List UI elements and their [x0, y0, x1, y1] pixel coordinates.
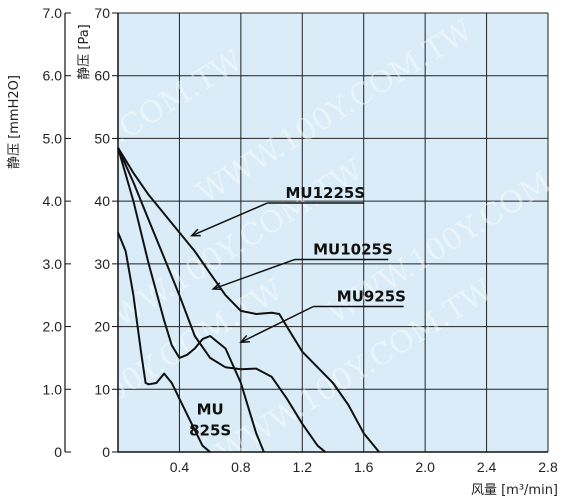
x-tick-label: 1.6	[354, 459, 374, 475]
label-leader	[212, 258, 296, 290]
y-tick-label-mmh2o: 7.0	[43, 5, 63, 21]
y-tick-label-pa: 60	[94, 68, 110, 84]
y-axis-title-left-text: 静压 [mmH2O]	[7, 75, 22, 169]
x-tick-label: 0.8	[231, 459, 251, 475]
axes: 0.4 0.8 1.2 1.6 2.0 2.4 2.8 0 10 20 30 40 50 60 70 0 1.0…	[43, 5, 558, 475]
x-tick-label: 2.4	[477, 459, 497, 475]
y-tick-label-mmh2o: 5.0	[43, 130, 63, 146]
series-label-mu925s: MU925S	[337, 287, 406, 305]
y-tick-label-pa: 10	[94, 381, 110, 397]
y-tick-label-mmh2o: 4.0	[43, 193, 63, 209]
y-tick-label-pa: 50	[94, 130, 110, 146]
label-leader	[191, 202, 268, 237]
x-tick-label: 2.0	[415, 459, 435, 475]
series-label-mu825s-line: MU	[197, 400, 224, 418]
x-tick-label: 0.4	[170, 459, 190, 475]
y-tick-label-mmh2o: 6.0	[43, 68, 63, 84]
label-arrowhead	[189, 228, 201, 237]
y-axis-title-left: 静压 [mmH2O]	[7, 75, 22, 169]
series-label-mu825s-line: 825S	[189, 421, 231, 439]
series-line-mu825s	[117, 232, 211, 453]
series-label-mu1025s: MU1025S	[313, 240, 393, 258]
series-line-mu1025s	[117, 147, 326, 453]
x-tick-label: 2.8	[538, 459, 558, 475]
x-axis-title: 风量 [m³/min]	[471, 483, 558, 498]
y-tick-label-pa: 70	[94, 5, 110, 21]
y-tick-label-pa: 20	[94, 319, 110, 335]
y-tick-label-pa: 30	[94, 256, 110, 272]
y-tick-label-pa: 0	[102, 444, 110, 460]
series-labels: MU1225S MU1025S MU925S MU 825S	[189, 184, 406, 439]
series-lines	[117, 147, 380, 453]
plot-area	[118, 13, 548, 452]
y-tick-label-mmh2o: 1.0	[43, 381, 63, 397]
label-leader	[240, 305, 314, 343]
y-tick-label-mmh2o: 0	[54, 444, 62, 460]
label-arrowhead	[239, 334, 250, 344]
y-axis-title-right-text: 静压 [Pa]	[77, 24, 92, 80]
y-tick-label-mmh2o: 2.0	[43, 319, 63, 335]
y-axis-title-right: 静压 [Pa]	[77, 24, 92, 80]
series-line-mu925s	[117, 147, 265, 453]
y-tick-label-mmh2o: 3.0	[43, 256, 63, 272]
series-label-mu1225s: MU1225S	[285, 184, 365, 202]
x-tick-label: 1.2	[293, 459, 313, 475]
label-arrowhead	[211, 282, 223, 291]
y-tick-label-pa: 40	[94, 193, 110, 209]
grid-lines	[118, 12, 549, 452]
series-line-mu1225s	[117, 147, 380, 453]
